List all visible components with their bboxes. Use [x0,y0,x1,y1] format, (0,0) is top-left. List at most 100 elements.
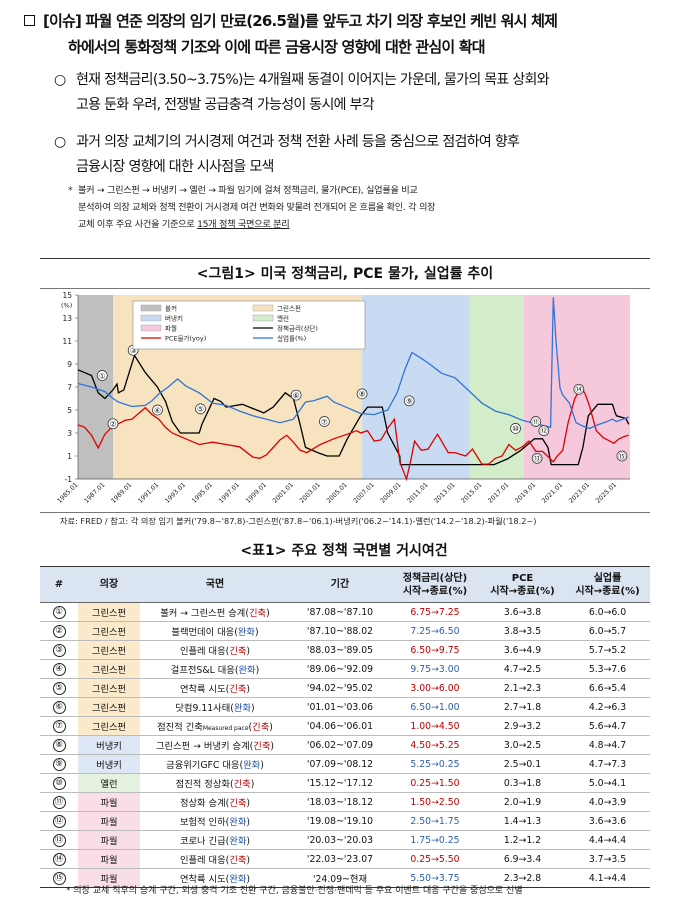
row-unemp: 6.0→6.0 [565,602,650,622]
row-chair: 그린스펀 [78,621,140,641]
row-pce: 2.3→2.8 [480,868,565,888]
bullet-1-line-2: 고용 둔화 우려, 전쟁발 공급충격 가능성이 동시에 부각 [76,97,375,113]
table-row: ⑤ 그린스펀 연착륙 시도(긴축) '94.02~'95.02 3.00→6.00 2.1… [40,678,650,698]
row-rate: 0.25→1.50 [390,773,480,793]
x-tick-label: 1985.01 [56,481,79,504]
square-bullet-icon [24,15,35,26]
bullet-2-line-1: 과거 의장 교체기의 거시경제 여건과 정책 전환 사례 등을 중심으로 점검하… [76,134,520,150]
x-tick-label: 2023.01 [568,481,591,504]
note-line-3-underlined: 15개 정책 국면으로 분리 [197,219,290,230]
phase-number-icon: ⑥ [52,700,66,714]
table-footnote: * 의장 교체 직후의 승계 구간, 외생 충격 기조 전환 구간, 금융불안·… [66,886,523,896]
col-rate: 정책금리(상단) 시작→종료(%) [390,566,480,603]
phase-text: 코로나 긴급 [179,836,226,847]
row-pce: 2.0→1.9 [480,792,565,812]
table-header-row: # 의장 국면 기간 정책금리(상단) 시작→종료(%) PCE 시작→종료(%… [40,566,650,603]
table-row: ③ 그린스펀 인플레 대응(긴축) '88.03~'89.05 6.50→9.75 3.6… [40,640,650,660]
x-tick-label: 1991.01 [137,481,160,504]
era-band-2 [362,295,470,479]
phase-marker-label: ⑥ [293,391,300,400]
row-phase: 볼커 → 그린스펀 승계(긴축) [140,602,290,622]
phase-tag: 긴축 [233,779,251,790]
table-row: ⑩ 옐런 점진적 정상화(긴축) '15.12~'17.12 0.25→1.50 0.3→… [40,773,650,793]
y-tick-label: 1 [67,452,72,461]
phase-subtext: Measured pace [202,725,249,732]
phase-tag: 완화 [237,627,255,638]
row-phase: 인플레 대응(긴축) [140,849,290,869]
row-rate: 7.25→6.50 [390,621,480,641]
note-line-3-a: 교체 이후 주요 사건을 기준으로 [78,219,198,230]
table-row: ① 그린스펀 볼커 → 그린스펀 승계(긴축) '87.08~'87.10 6.75→7… [40,602,650,622]
row-phase: 블랙먼데이 대응(완화) [140,621,290,641]
phase-tag: 완화 [229,874,247,885]
phase-tag: 완화 [229,836,247,847]
phase-number-icon: ⑤ [52,681,66,695]
phase-marker-5 [290,389,302,401]
y-tick-label: 7 [67,383,72,392]
row-pce: 2.5→0.1 [480,754,565,774]
row-rate: 6.75→7.25 [390,602,480,622]
method-note: * 볼커 → 그린스펀 → 버냉키 → 옐런 → 파월 임기에 걸쳐 정책금리,… [68,182,648,233]
table-row: ⑭ 파월 인플레 대응(긴축) '22.03~'23.07 0.25→5.50 6.9→3… [40,849,650,869]
row-period: '01.01~'03.06 [290,697,390,717]
row-period: '24.09~현재 [290,868,390,888]
row-phase: 코로나 긴급(완화) [140,830,290,850]
row-num: ⑬ [40,830,78,850]
row-num: ⑭ [40,849,78,869]
note-line-2: 분석하여 의장 교체와 정책 전환이 거시경제 여건 변화와 맞물려 전개되어 … [78,202,436,213]
phase-text: 블랙먼데이 대응 [171,627,235,638]
phase-number-icon: ⑦ [52,719,66,733]
table-row: ④ 그린스펀 걸프전S&L 대응(완화) '89.06~'92.09 9.75→3.00… [40,659,650,679]
row-pce: 3.6→3.8 [480,602,565,622]
bullet-1-line-1: 현재 정책금리(3.50~3.75%)는 4개월째 동결이 이어지는 가운데, … [76,72,550,88]
row-num: ⑥ [40,697,78,717]
row-num: ⑩ [40,773,78,793]
legend-label: 볼커 [165,304,177,313]
phase-marker-0 [96,370,108,381]
issue-heading: [이슈] 파월 연준 의장의 임기 만료(26.5월)를 앞두고 차기 의장 후… [24,8,674,60]
x-tick-label: 1987.01 [83,481,106,504]
phase-marker-label: ② [110,420,117,429]
legend-box [132,300,366,350]
row-num: ⑮ [40,868,78,888]
x-tick-label: 2003.01 [299,481,322,504]
row-period: '15.12~'17.12 [290,773,390,793]
y-tick-label: 9 [67,360,72,369]
phase-marker-label: ⑭ [575,385,583,394]
row-chair: 파월 [78,811,140,831]
phase-marker-label: ⑤ [197,405,204,414]
table-row: ⑮ 파월 연착륙 시도(완화) '24.09~현재 5.50→3.75 2.3→2.8 4.… [40,868,650,888]
row-unemp: 4.1→4.4 [565,868,650,888]
phase-number-icon: ⑨ [52,757,66,771]
policy-phase-table: # 의장 국면 기간 정책금리(상단) 시작→종료(%) PCE 시작→종료(%… [40,566,650,888]
x-tick-label: 1999.01 [245,481,268,504]
legend-label: 파월 [165,324,177,333]
phase-number-icon: ⑮ [52,871,66,885]
row-phase: 점진적 정상화(긴축) [140,773,290,793]
asterisk-icon: * [68,185,73,196]
series-line-0 [77,353,630,466]
phase-marker-13 [573,383,585,395]
row-phase: 닷컴9.11사태(완화) [140,697,290,717]
heading-line-1: [이슈] 파월 연준 의장의 임기 만료(26.5월)를 앞두고 차기 의장 후… [43,12,558,30]
x-tick-label: 2001.01 [272,481,295,504]
row-phase: 그린스펀 → 버냉키 승계(긴축) [140,735,290,755]
phase-text: 보험적 인하 [179,817,226,828]
circle-bullet-icon: ○ [54,134,66,150]
row-chair: 그린스펀 [78,659,140,679]
row-chair: 옐런 [78,773,140,793]
phase-marker-4 [195,403,206,415]
row-num: ③ [40,640,78,660]
series-line-2 [77,297,629,430]
row-rate: 3.00→6.00 [390,678,480,698]
phase-marker-label: ③ [130,346,137,355]
row-chair: 파월 [78,830,140,850]
row-unemp: 6.0→5.7 [565,621,650,641]
row-pce: 3.0→2.5 [480,735,565,755]
row-phase: 연착륙 시도(완화) [140,868,290,888]
row-num: ⑦ [40,716,78,736]
legend-label: 실업률(%) [277,334,306,343]
bullet-review: ○ 과거 의장 교체기의 거시경제 여건과 정책 전환 사례 등을 중심으로 점… [54,130,678,180]
legend-label: 그린스펀 [277,304,301,313]
legend-swatch [252,304,274,312]
